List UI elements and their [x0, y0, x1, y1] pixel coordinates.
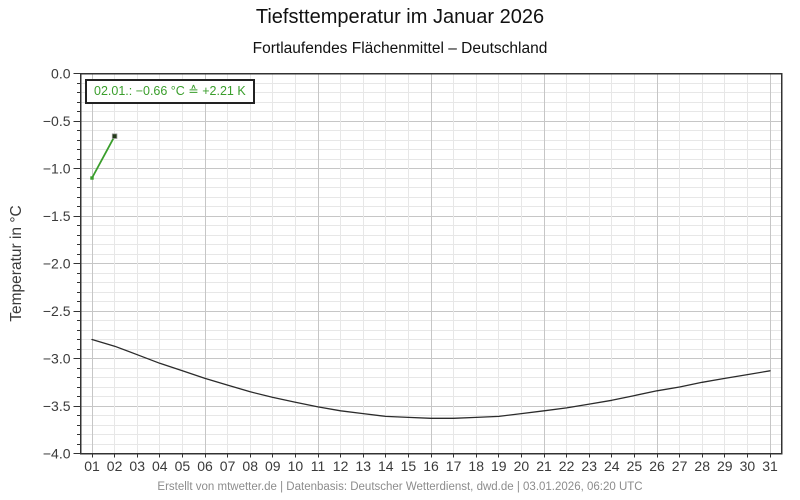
x-tick-label: 29 — [717, 458, 733, 474]
y-tick-label: −3.0 — [43, 350, 71, 366]
x-tick-label: 22 — [559, 458, 575, 474]
x-tick-label: 14 — [378, 458, 394, 474]
x-tick-label: 06 — [197, 458, 213, 474]
latest-value-annotation: 02.01.: −0.66 °C ≙ +2.21 K — [85, 79, 255, 104]
chart-subtitle: Fortlaufendes Flächenmittel – Deutschlan… — [252, 40, 548, 57]
y-tick-label: −3.5 — [43, 398, 71, 414]
y-tick-label: 0.0 — [51, 65, 71, 81]
y-tick-label: −4.0 — [43, 445, 71, 461]
x-tick-label: 10 — [288, 458, 304, 474]
data-point-marker — [111, 133, 118, 139]
y-tick-label: −2.0 — [43, 255, 71, 271]
x-tick-label: 25 — [627, 458, 643, 474]
x-tick-label: 20 — [514, 458, 530, 474]
x-tick-label: 05 — [175, 458, 191, 474]
x-tick-label: 15 — [401, 458, 417, 474]
x-tick-label: 08 — [242, 458, 258, 474]
x-tick-label: 18 — [468, 458, 484, 474]
x-tick-label: 13 — [355, 458, 371, 474]
plot-frame — [79, 72, 783, 455]
x-tick-label: 09 — [265, 458, 281, 474]
x-tick-label: 11 — [311, 458, 326, 474]
page-title: Tiefsttemperatur im Januar 2026 — [255, 6, 545, 28]
y-tick-label: −1.0 — [43, 160, 71, 176]
x-tick-label: 27 — [672, 458, 688, 474]
y-tick-label: −2.5 — [43, 303, 71, 319]
x-tick-label: 19 — [491, 458, 507, 474]
x-tick-label: 04 — [152, 458, 168, 474]
x-tick-label: 26 — [649, 458, 665, 474]
footer-credit: Erstellt von mtwetter.de | Datenbasis: D… — [157, 481, 643, 493]
x-tick-label: 28 — [694, 458, 710, 474]
x-tick-label: 16 — [423, 458, 439, 474]
x-tick-label: 21 — [536, 458, 552, 474]
x-tick-label: 12 — [333, 458, 349, 474]
x-tick-label: 30 — [740, 458, 756, 474]
x-tick-label: 23 — [581, 458, 597, 474]
x-tick-label: 07 — [220, 458, 236, 474]
gridlines — [80, 73, 782, 454]
y-tick-label: −0.5 — [43, 113, 71, 129]
x-tick-label: 03 — [129, 458, 145, 474]
axis-ticks — [73, 72, 772, 458]
y-axis-label: Temperatur in °C — [8, 205, 25, 321]
data-point-marker — [90, 176, 94, 180]
x-tick-label: 01 — [84, 458, 100, 474]
observed-temperature — [91, 135, 116, 179]
reference-mean-curve — [91, 338, 771, 419]
x-tick-label: 24 — [604, 458, 620, 474]
x-tick-label: 02 — [107, 458, 123, 474]
y-tick-label: −1.5 — [43, 208, 71, 224]
tick-labels: 0.0 −0.5 −1.0 −1.5 −2.0 −2.5 −3.0 −3.5 −4.0 01 02 0… — [8, 65, 778, 474]
x-tick-label: 17 — [446, 458, 462, 474]
series-layer — [90, 133, 771, 419]
x-tick-label: 31 — [762, 458, 778, 474]
